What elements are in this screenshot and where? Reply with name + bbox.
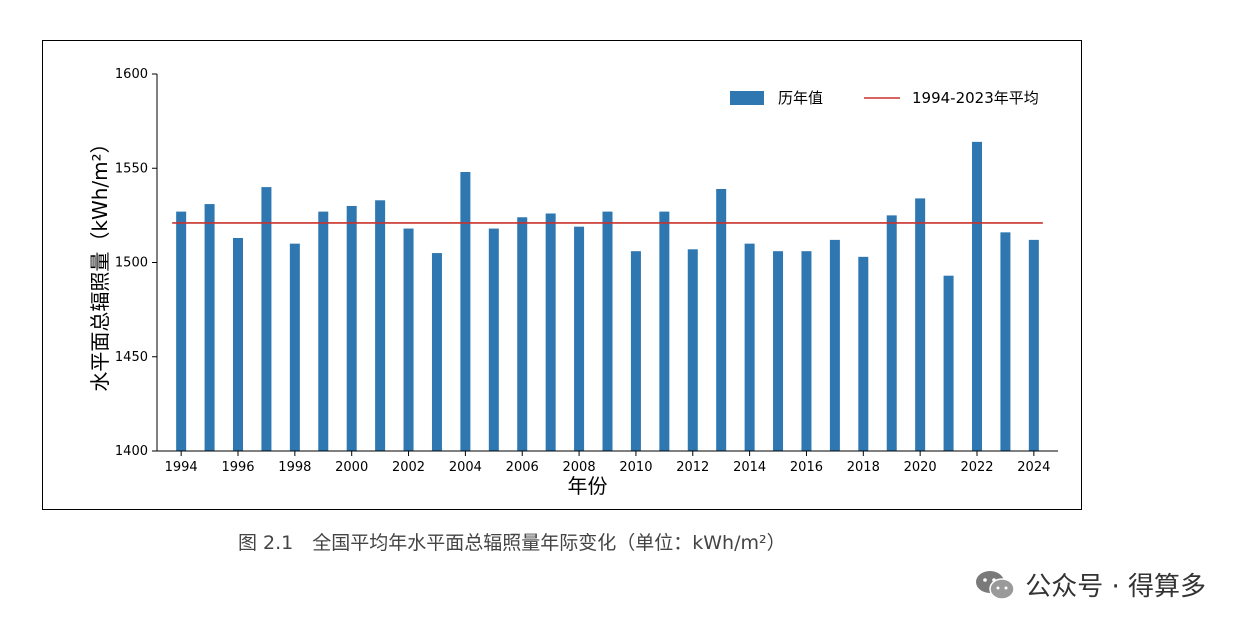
bar-2017 xyxy=(829,239,840,451)
wechat-icon xyxy=(976,570,1015,600)
bar-2015 xyxy=(773,251,784,451)
bar-2023 xyxy=(1000,232,1011,451)
bar-2019 xyxy=(886,215,897,451)
bar-chart: 1400 1450 1500 1550 1600 1994 1996 1998 2000 2002… xyxy=(88,67,1058,498)
legend-line-label: 1994-2023年平均 xyxy=(912,89,1039,107)
y-tick-label-1550: 1550 xyxy=(115,161,148,176)
x-tick-label-2010: 2010 xyxy=(619,460,652,475)
legend-bar-swatch xyxy=(730,91,764,105)
bar-1996 xyxy=(233,237,244,451)
bar-2012 xyxy=(687,249,698,451)
x-tick-label-1996: 1996 xyxy=(221,460,254,475)
x-tick-label-2014: 2014 xyxy=(733,460,766,475)
x-tick-label-2008: 2008 xyxy=(563,460,596,475)
bar-2001 xyxy=(375,200,386,451)
y-tick-label-1600: 1600 xyxy=(115,67,148,82)
bar-2002 xyxy=(403,228,414,451)
x-tick-label-2020: 2020 xyxy=(904,460,937,475)
bar-2010 xyxy=(630,251,641,451)
x-tick-label-2012: 2012 xyxy=(676,460,709,475)
bar-2005 xyxy=(488,228,499,451)
bar-1997 xyxy=(261,187,272,451)
bar-2024 xyxy=(1028,239,1039,451)
legend-bar-label: 历年值 xyxy=(778,89,823,107)
x-tick-label-2018: 2018 xyxy=(847,460,880,475)
bar-2004 xyxy=(460,172,471,451)
x-tick-label-2002: 2002 xyxy=(392,460,425,475)
bar-1999 xyxy=(318,211,329,451)
bar-2003 xyxy=(431,253,442,451)
bar-2020 xyxy=(915,198,926,451)
bar-1994 xyxy=(176,211,187,451)
brand-footer: 公众号 · 得算多 xyxy=(975,566,1206,603)
bar-2018 xyxy=(858,256,869,451)
bar-1998 xyxy=(289,243,300,451)
bar-2013 xyxy=(716,188,727,452)
bar-2000 xyxy=(346,205,357,451)
bar-2021 xyxy=(943,275,954,451)
y-tick-label-1500: 1500 xyxy=(115,256,148,271)
brand-text: 公众号 · 得算多 xyxy=(1025,572,1206,602)
x-axis-label: 年份 xyxy=(568,474,608,498)
bar-2011 xyxy=(659,211,670,451)
bar-2014 xyxy=(744,243,755,451)
bar-2006 xyxy=(517,217,528,451)
y-tick-label-1450: 1450 xyxy=(115,350,148,365)
x-tick-label-2024: 2024 xyxy=(1017,460,1050,475)
y-tick-label-1400: 1400 xyxy=(115,444,148,459)
bar-1995 xyxy=(204,204,215,451)
bar-2007 xyxy=(545,213,556,451)
bar-2022 xyxy=(971,141,982,452)
x-tick-label-2004: 2004 xyxy=(449,460,482,475)
x-tick-label-2016: 2016 xyxy=(790,460,823,475)
bar-2016 xyxy=(801,251,812,451)
chart-frame: 1400 1450 1500 1550 1600 1994 1996 1998 2000 2002… xyxy=(42,40,1082,510)
x-tick-label-1994: 1994 xyxy=(165,460,198,475)
x-tick-label-1998: 1998 xyxy=(278,460,311,475)
y-axis-label: 水平面总辐照量（kWh/m²） xyxy=(88,133,112,391)
bar-2009 xyxy=(602,211,613,451)
x-tick-label-2000: 2000 xyxy=(335,460,368,475)
x-tick-label-2006: 2006 xyxy=(506,460,539,475)
x-tick-label-2022: 2022 xyxy=(960,460,993,475)
bar-2008 xyxy=(574,226,585,451)
figure-caption: 图 2.1 全国平均年水平面总辐照量年际变化（单位：kWh/m²） xyxy=(238,532,786,554)
